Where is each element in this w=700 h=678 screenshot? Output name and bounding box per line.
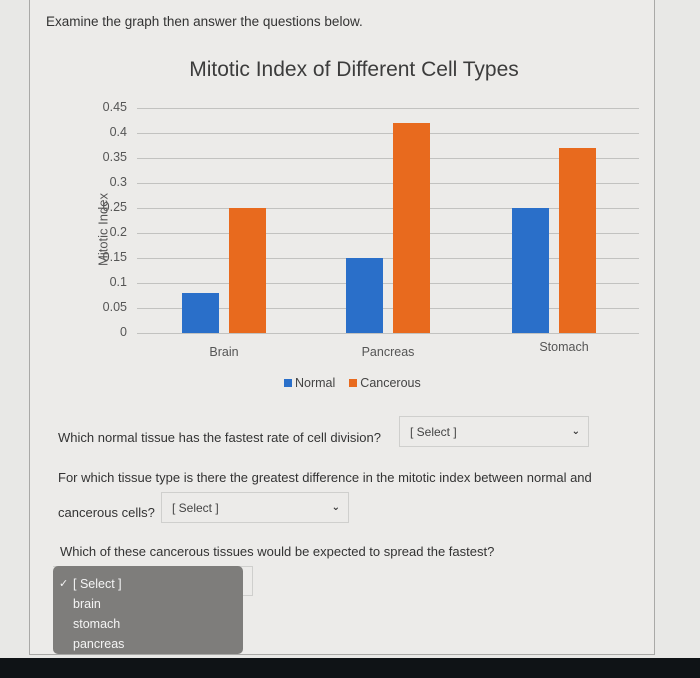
checkmark-icon: ✓	[59, 578, 69, 590]
gridline	[137, 333, 639, 334]
bar-stomach-normal	[512, 208, 549, 333]
y-tick-label: 0.05	[102, 300, 127, 314]
option-label: stomach	[73, 617, 121, 631]
legend-item-normal: Normal	[284, 376, 335, 390]
legend-swatch-cancerous	[349, 379, 358, 387]
gridline	[137, 158, 639, 159]
y-tick-label: 0.2	[109, 225, 127, 239]
dropdown-option-select[interactable]: ✓ [ Select ]	[53, 574, 243, 594]
question-1-text: Which normal tissue has the fastest rate…	[58, 430, 381, 445]
option-label: brain	[73, 597, 101, 611]
gridline	[137, 108, 639, 109]
y-tick-label: 0	[120, 325, 127, 339]
x-category-label: Stomach	[539, 340, 589, 354]
y-tick-label: 0.45	[102, 100, 127, 114]
dropdown-option-stomach[interactable]: stomach	[53, 614, 243, 634]
x-category-label: Brain	[209, 345, 239, 359]
chevron-down-icon: ⌄	[571, 426, 580, 437]
y-tick-label: 0.35	[102, 150, 127, 164]
dropdown-option-brain[interactable]: brain	[53, 594, 243, 614]
quiz-question-panel	[29, 0, 655, 655]
question-1-selected-value: [ Select ]	[410, 424, 457, 439]
bar-stomach-cancerous	[559, 148, 596, 333]
y-tick-label: 0.25	[102, 200, 127, 214]
question-1-select[interactable]: [ Select ] ⌄	[399, 416, 589, 447]
bar-pancreas-cancerous	[393, 123, 430, 333]
gridline	[137, 183, 639, 184]
gridline	[137, 133, 639, 134]
question-2-text-line1: For which tissue type is there the great…	[58, 470, 592, 485]
dropdown-option-pancreas[interactable]: pancreas	[53, 634, 243, 654]
y-tick-label: 0.15	[102, 250, 127, 264]
legend-label-cancerous: Cancerous	[360, 376, 421, 390]
legend-item-cancerous: Cancerous	[349, 376, 421, 390]
question-2-text-line2: cancerous cells?	[58, 505, 155, 520]
question-3-text: Which of these cancerous tissues would b…	[60, 544, 495, 559]
chevron-down-icon: ⌄	[331, 502, 340, 513]
gridline	[137, 258, 639, 259]
legend-swatch-normal	[284, 379, 292, 387]
legend-label-normal: Normal	[295, 376, 336, 390]
instructions-text: Examine the graph then answer the questi…	[46, 14, 363, 29]
option-label: [ Select ]	[73, 577, 122, 591]
bar-brain-cancerous	[229, 208, 266, 333]
bar-pancreas-normal	[346, 258, 383, 333]
screen-bottom-edge	[0, 658, 700, 678]
question-2-select[interactable]: [ Select ] ⌄	[161, 492, 349, 523]
gridline	[137, 233, 639, 234]
x-category-label: Pancreas	[361, 345, 415, 359]
y-tick-label: 0.4	[109, 125, 127, 139]
gridline	[137, 208, 639, 209]
chart-title: Mitotic Index of Different Cell Types	[189, 58, 519, 81]
gridline	[137, 308, 639, 309]
y-tick-label: 0.3	[109, 175, 127, 189]
question-2-selected-value: [ Select ]	[172, 500, 219, 515]
option-label: pancreas	[73, 637, 125, 651]
question-3-dropdown-menu: ✓ [ Select ] brain stomach pancreas	[53, 566, 243, 654]
y-tick-label: 0.1	[109, 275, 127, 289]
chart-legend: Normal Cancerous	[284, 376, 421, 390]
gridline	[137, 283, 639, 284]
bar-brain-normal	[182, 293, 219, 333]
